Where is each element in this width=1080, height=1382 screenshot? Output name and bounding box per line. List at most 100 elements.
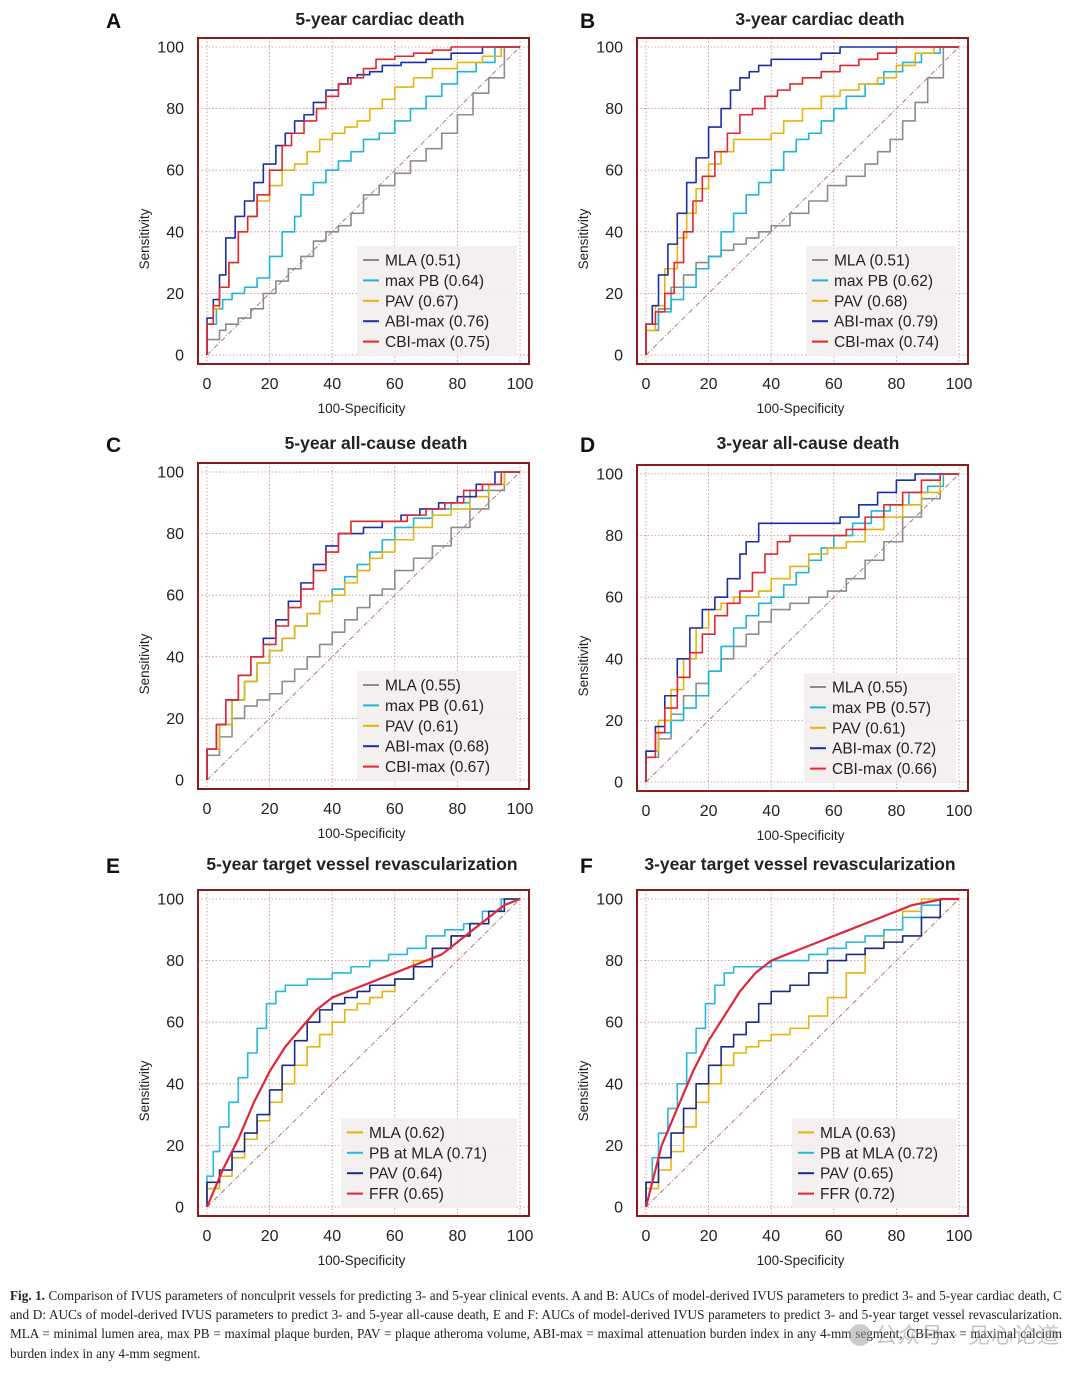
- x-tick-label: 100: [507, 1228, 534, 1245]
- legend-box: [357, 671, 517, 781]
- legend-label: PAV (0.61): [832, 720, 906, 737]
- legend-label: ABI-max (0.68): [385, 739, 489, 756]
- caption-text: Comparison of IVUS parameters of nonculp…: [10, 1288, 1062, 1361]
- x-tick-label: 100: [946, 376, 973, 393]
- x-tick-label: 80: [449, 801, 467, 818]
- legend-label: CBI-max (0.75): [385, 334, 490, 351]
- y-tick-label: 20: [166, 711, 184, 728]
- plot-frame: [636, 37, 969, 365]
- legend-label: max PB (0.57): [832, 700, 931, 717]
- x-tick-label: 80: [888, 376, 906, 393]
- x-tick-label: 0: [203, 376, 212, 393]
- legend-label: PB at MLA (0.71): [369, 1145, 487, 1162]
- legend-box: [806, 246, 956, 356]
- x-tick-label: 20: [261, 376, 279, 393]
- legend-box: [341, 1118, 517, 1208]
- roc-curve-mla: [645, 898, 959, 1207]
- legend-label: PAV (0.64): [369, 1166, 443, 1183]
- figure-caption: Fig. 1. Comparison of IVUS parameters of…: [10, 1286, 1062, 1363]
- roc-curve-max-pb: [645, 473, 959, 782]
- y-tick-label: 100: [596, 40, 623, 57]
- y-tick-label: 100: [157, 465, 184, 482]
- roc-curve-pb-at-mla: [645, 898, 959, 1207]
- reference-diagonal: [206, 471, 521, 781]
- x-tick-label: 80: [888, 1228, 906, 1245]
- legend-label: FFR (0.72): [820, 1186, 895, 1203]
- y-axis-label: Sensitivity: [576, 208, 591, 269]
- legend-label: CBI-max (0.66): [832, 761, 937, 778]
- roc-curve-mla: [206, 46, 520, 355]
- x-tick-label: 40: [762, 376, 780, 393]
- x-tick-label: 60: [386, 801, 404, 818]
- legend-label: PAV (0.68): [834, 293, 908, 310]
- wechat-icon: [849, 1324, 872, 1346]
- x-tick-label: 60: [825, 376, 843, 393]
- chart-title: 3-year all-cause death: [717, 433, 900, 453]
- plot-frame: [197, 37, 530, 365]
- plot-frame: [197, 462, 530, 790]
- y-tick-label: 40: [166, 1076, 184, 1093]
- legend-box: [357, 246, 517, 356]
- roc-curve-cbi-max: [645, 46, 959, 355]
- x-tick-label: 20: [700, 803, 718, 820]
- x-axis-label: 100-Specificity: [757, 1253, 845, 1268]
- x-tick-label: 20: [700, 1228, 718, 1245]
- y-tick-label: 60: [166, 588, 184, 605]
- plot-frame: [636, 889, 969, 1217]
- x-tick-label: 0: [203, 1228, 212, 1245]
- legend-label: ABI-max (0.72): [832, 741, 936, 758]
- roc-curve-pav: [206, 471, 520, 780]
- panel-letter: F: [580, 855, 593, 878]
- roc-curve-pav: [206, 898, 520, 1207]
- y-tick-label: 60: [605, 163, 623, 180]
- legend-label: max PB (0.61): [385, 698, 484, 715]
- x-tick-label: 40: [323, 801, 341, 818]
- legend-label: FFR (0.65): [369, 1186, 444, 1203]
- chart-panel-e: E 5-year target vessel revascularization M…: [106, 854, 533, 1268]
- y-tick-label: 0: [175, 1200, 184, 1217]
- x-tick-label: 40: [323, 376, 341, 393]
- roc-curve-max-pb: [206, 46, 520, 355]
- reference-diagonal: [645, 898, 960, 1208]
- reference-diagonal: [206, 46, 521, 356]
- caption-label: Fig. 1.: [10, 1288, 45, 1303]
- x-tick-label: 100: [946, 1228, 973, 1245]
- legend-label: MLA (0.55): [832, 680, 908, 697]
- roc-curve-pav: [645, 898, 959, 1207]
- roc-curve-ffr: [644, 897, 959, 1208]
- panel-letter: C: [106, 434, 121, 457]
- roc-curve-max-pb: [645, 46, 959, 355]
- legend-box: [792, 1118, 956, 1208]
- chart-panel-d: D 3-year all-cause death MLA (0.55) max PB …: [576, 433, 972, 843]
- y-tick-label: 40: [605, 224, 623, 241]
- roc-curve-cbi-max: [206, 46, 520, 355]
- y-tick-label: 80: [166, 526, 184, 543]
- y-tick-label: 20: [605, 1138, 623, 1155]
- x-tick-label: 20: [261, 801, 279, 818]
- roc-curve-abi-max: [206, 46, 520, 355]
- legend-label: max PB (0.62): [834, 273, 933, 290]
- y-tick-label: 60: [166, 163, 184, 180]
- x-axis-label: 100-Specificity: [318, 401, 406, 416]
- legend-label: ABI-max (0.76): [385, 314, 489, 331]
- y-tick-label: 0: [614, 1200, 623, 1217]
- x-axis-label: 100-Specificity: [757, 401, 845, 416]
- y-axis-label: Sensitivity: [137, 208, 152, 269]
- plot-frame: [197, 889, 530, 1217]
- y-tick-label: 100: [596, 892, 623, 909]
- roc-curve-pav: [645, 46, 959, 355]
- x-tick-label: 40: [762, 803, 780, 820]
- chart-title: 5-year target vessel revascularization: [206, 854, 517, 874]
- legend-label: CBI-max (0.67): [385, 759, 490, 776]
- x-axis-label: 100-Specificity: [318, 826, 406, 841]
- legend-label: MLA (0.55): [385, 678, 461, 695]
- reference-diagonal: [645, 473, 960, 783]
- x-tick-label: 60: [386, 1228, 404, 1245]
- y-axis-label: Sensitivity: [137, 633, 152, 694]
- y-tick-label: 20: [605, 286, 623, 303]
- figure-canvas: A 5-year cardiac death MLA (0.51) max PB (0…: [106, 9, 973, 1268]
- y-tick-label: 20: [166, 1138, 184, 1155]
- chart-panel-a: A 5-year cardiac death MLA (0.51) max PB (0…: [106, 9, 533, 416]
- legend-label: max PB (0.64): [385, 273, 484, 290]
- y-tick-label: 80: [605, 101, 623, 118]
